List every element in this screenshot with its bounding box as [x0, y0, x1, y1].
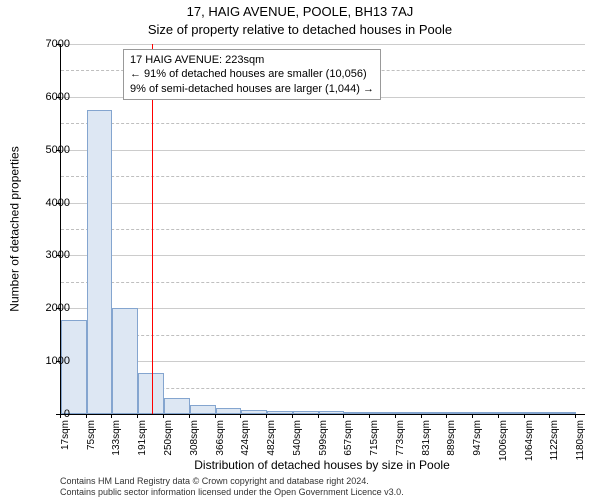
x-tick-label: 1180sqm	[575, 420, 586, 470]
histogram-bar	[473, 412, 499, 414]
x-tick-mark	[421, 414, 422, 418]
gridline	[61, 255, 585, 256]
footer-text: Contains HM Land Registry data © Crown c…	[60, 476, 404, 498]
x-tick-label: 250sqm	[163, 420, 174, 470]
x-tick-label: 831sqm	[421, 420, 432, 470]
x-tick-mark	[215, 414, 216, 418]
histogram-bar	[370, 412, 396, 414]
histogram-bar	[216, 408, 242, 414]
gridline	[61, 203, 585, 204]
x-tick-label: 133sqm	[111, 420, 122, 470]
x-tick-label: 424sqm	[240, 420, 251, 470]
y-tick-label: 4000	[30, 197, 70, 209]
histogram-bar	[138, 373, 164, 414]
x-tick-mark	[472, 414, 473, 418]
y-tick-label: 2000	[30, 302, 70, 314]
histogram-bar	[499, 412, 525, 414]
x-tick-label: 715sqm	[369, 420, 380, 470]
x-tick-label: 191sqm	[137, 420, 148, 470]
x-tick-label: 599sqm	[318, 420, 329, 470]
gridline	[61, 361, 585, 362]
x-tick-label: 482sqm	[266, 420, 277, 470]
histogram-bar	[241, 410, 267, 414]
x-tick-mark	[446, 414, 447, 418]
histogram-bar	[267, 411, 293, 414]
annotation-box: 17 HAIG AVENUE: 223sqm ← 91% of detached…	[123, 49, 381, 100]
y-tick-mark	[56, 97, 60, 98]
gridline	[61, 150, 585, 151]
y-tick-label: 6000	[30, 91, 70, 103]
y-axis-label: Number of detached properties	[8, 44, 22, 414]
x-tick-mark	[575, 414, 576, 418]
x-tick-mark	[189, 414, 190, 418]
x-tick-label: 947sqm	[472, 420, 483, 470]
chart-container: 17, HAIG AVENUE, POOLE, BH13 7AJ Size of…	[0, 0, 600, 500]
x-tick-mark	[266, 414, 267, 418]
plot-area: 17 HAIG AVENUE: 223sqm ← 91% of detached…	[60, 44, 585, 415]
histogram-bar	[293, 411, 319, 414]
x-tick-mark	[395, 414, 396, 418]
y-tick-mark	[56, 203, 60, 204]
y-tick-label: 7000	[30, 38, 70, 50]
gridline	[61, 44, 585, 45]
histogram-bar	[112, 308, 138, 414]
chart-title: 17, HAIG AVENUE, POOLE, BH13 7AJ	[0, 4, 600, 19]
x-tick-label: 1122sqm	[549, 420, 560, 470]
x-tick-label: 889sqm	[446, 420, 457, 470]
x-tick-mark	[498, 414, 499, 418]
x-tick-mark	[137, 414, 138, 418]
x-tick-mark	[60, 414, 61, 418]
x-tick-mark	[240, 414, 241, 418]
footer-line-1: Contains HM Land Registry data © Crown c…	[60, 476, 404, 487]
x-tick-mark	[86, 414, 87, 418]
gridline-minor	[61, 176, 585, 177]
y-tick-mark	[56, 308, 60, 309]
footer-line-2: Contains public sector information licen…	[60, 487, 404, 498]
x-tick-label: 1064sqm	[524, 420, 535, 470]
x-tick-label: 773sqm	[395, 420, 406, 470]
histogram-bar	[525, 412, 551, 414]
gridline-minor	[61, 335, 585, 336]
gridline-minor	[61, 229, 585, 230]
x-tick-mark	[343, 414, 344, 418]
x-tick-label: 308sqm	[189, 420, 200, 470]
x-tick-mark	[111, 414, 112, 418]
x-tick-label: 75sqm	[86, 420, 97, 470]
gridline	[61, 308, 585, 309]
histogram-bar	[422, 412, 448, 414]
y-tick-mark	[56, 150, 60, 151]
x-tick-mark	[524, 414, 525, 418]
x-tick-mark	[318, 414, 319, 418]
y-tick-mark	[56, 255, 60, 256]
histogram-bar	[447, 412, 473, 414]
y-tick-label: 3000	[30, 249, 70, 261]
x-tick-label: 1006sqm	[498, 420, 509, 470]
x-tick-mark	[163, 414, 164, 418]
histogram-bar	[319, 411, 345, 414]
histogram-bar	[344, 412, 370, 414]
y-tick-mark	[56, 361, 60, 362]
gridline-minor	[61, 123, 585, 124]
x-tick-mark	[369, 414, 370, 418]
y-tick-label: 0	[30, 408, 70, 420]
annotation-line-3: 9% of semi-detached houses are larger (1…	[130, 82, 374, 96]
histogram-bar	[164, 398, 190, 414]
x-tick-label: 657sqm	[343, 420, 354, 470]
annotation-line-2: ← 91% of detached houses are smaller (10…	[130, 67, 374, 81]
x-tick-label: 17sqm	[60, 420, 71, 470]
x-tick-label: 540sqm	[292, 420, 303, 470]
histogram-bar	[190, 405, 216, 415]
x-tick-label: 366sqm	[215, 420, 226, 470]
x-tick-mark	[292, 414, 293, 418]
y-tick-mark	[56, 44, 60, 45]
gridline-minor	[61, 282, 585, 283]
histogram-bar	[550, 412, 576, 414]
x-tick-mark	[549, 414, 550, 418]
y-tick-label: 5000	[30, 144, 70, 156]
annotation-line-1: 17 HAIG AVENUE: 223sqm	[130, 53, 374, 67]
chart-subtitle: Size of property relative to detached ho…	[0, 22, 600, 37]
histogram-bar	[396, 412, 422, 414]
y-tick-label: 1000	[30, 355, 70, 367]
histogram-bar	[87, 110, 113, 414]
